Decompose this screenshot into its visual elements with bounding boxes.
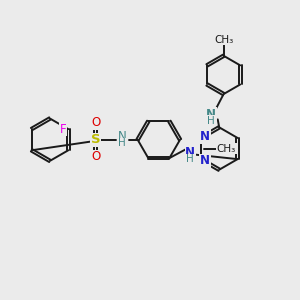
Text: F: F [60, 123, 66, 136]
Text: O: O [91, 150, 100, 163]
Text: S: S [91, 133, 100, 146]
Text: H: H [187, 154, 194, 164]
Text: H: H [118, 138, 126, 148]
Text: N: N [206, 108, 216, 121]
Text: H: H [207, 116, 215, 126]
Text: N: N [200, 154, 210, 167]
Text: N: N [118, 130, 126, 143]
Text: N: N [185, 146, 195, 159]
Text: N: N [200, 130, 210, 143]
Text: CH₃: CH₃ [217, 143, 236, 154]
Text: CH₃: CH₃ [215, 35, 234, 45]
Text: O: O [91, 116, 100, 129]
